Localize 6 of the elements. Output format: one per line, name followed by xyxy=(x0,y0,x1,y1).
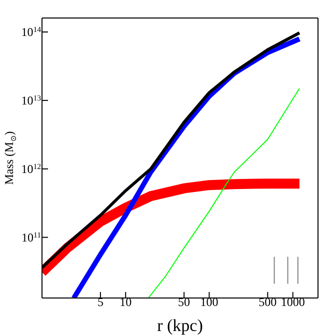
y-tick-label: 10$^{14}$ xyxy=(21,24,42,39)
y-tick-label: 10$^{11}$ xyxy=(21,230,42,244)
x-tick-label: 10 xyxy=(120,295,132,309)
y-tick-label: 10$^{12}$ xyxy=(21,161,42,176)
y-tick-label: 10$^{13}$ xyxy=(21,92,42,108)
x-axis-title: r (kpc) xyxy=(157,316,203,335)
